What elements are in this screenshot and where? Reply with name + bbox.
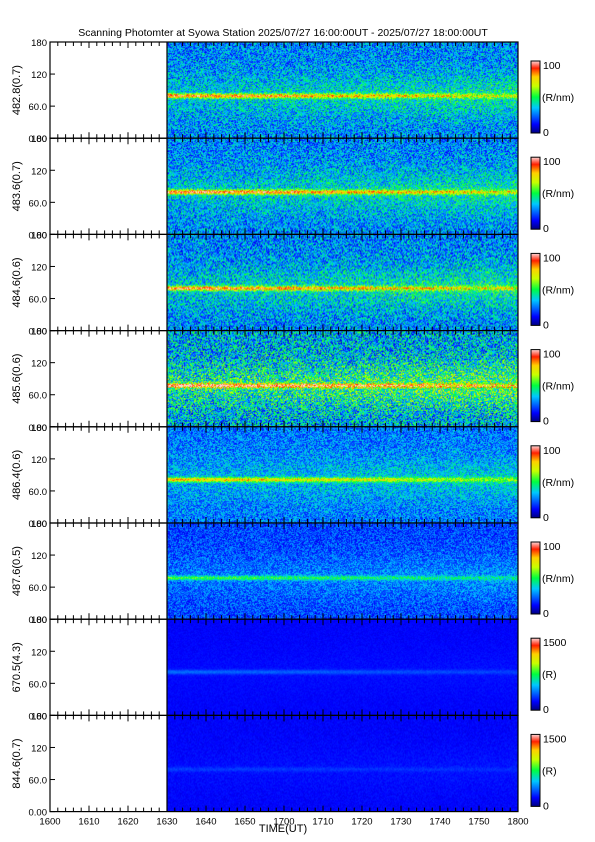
colorbar-unit-label: (R) (542, 669, 557, 681)
x-tick-label: 1730 (390, 817, 411, 828)
keogram-image (167, 427, 518, 523)
x-tick-label: 1630 (156, 817, 177, 828)
y-axis-label: 484.6(0.6) (11, 257, 23, 307)
colorbar-min-label: 0 (543, 608, 549, 620)
keogram-image (167, 234, 518, 330)
y-tick-label: 120 (31, 166, 47, 177)
colorbar-max-label: 100 (543, 252, 561, 264)
y-tick-label: 60.0 (29, 583, 48, 594)
colorbar-max-label: 100 (543, 349, 561, 361)
y-tick-label: 60.0 (29, 391, 48, 402)
colorbar-unit-label: (R/nm) (542, 92, 574, 104)
y-tick-label: 60.0 (29, 679, 48, 690)
y-tick-label: 180 (31, 327, 47, 338)
panel-7: 180 120 60.0 0.00 670.5(4.3) 1500 (R) 0 (11, 615, 567, 722)
colorbar-min-label: 0 (543, 512, 549, 524)
y-tick-label: 180 (31, 615, 47, 626)
colorbar-min-label: 0 (543, 223, 549, 235)
y-axis-label: 482.8(0.7) (11, 65, 23, 115)
y-axis-label: 670.5(4.3) (11, 642, 23, 692)
y-tick-label: 120 (31, 262, 47, 273)
y-tick-label: 180 (31, 423, 47, 434)
y-tick-label: 180 (31, 711, 47, 722)
x-tick-label: 1720 (351, 817, 372, 828)
x-tick-label: 1710 (312, 817, 333, 828)
panel-3: 180 120 60.0 0.00 484.6(0.6) 100 (R/nm) 0 (11, 230, 574, 337)
y-tick-label: 180 (31, 230, 47, 241)
colorbar-min-label: 0 (543, 800, 549, 812)
colorbar-unit-label: (R/nm) (542, 188, 574, 200)
panel-5: 180 120 60.0 0.00 486.4(0.6) 100 (R/nm) 0 (11, 423, 574, 530)
y-tick-label: 60.0 (29, 295, 48, 306)
x-tick-label: 1620 (117, 817, 138, 828)
colorbar-max-label: 100 (543, 60, 561, 72)
panel-2: 180 120 60.0 0.00 483.6(0.7) 100 (R/nm) 0 (11, 134, 574, 241)
colorbar-min-label: 0 (543, 319, 549, 331)
y-tick-label: 120 (31, 70, 47, 81)
x-tick-label: 1610 (78, 817, 99, 828)
y-tick-label: 120 (31, 743, 47, 754)
y-tick-label: 60.0 (29, 776, 48, 787)
y-tick-label: 60.0 (29, 487, 48, 498)
keogram-image (167, 138, 518, 234)
y-axis-label: 483.6(0.7) (11, 161, 23, 211)
panel-8: 180 120 60.0 0.00 844.6(0.7) 1500 (R) 0 (11, 711, 567, 818)
panel-4: 180 120 60.0 0.00 485.6(0.6) 100 (R/nm) 0 (11, 327, 574, 434)
colorbar-max-label: 100 (543, 156, 561, 168)
keogram-image (167, 42, 518, 138)
y-tick-label: 60.0 (29, 198, 48, 209)
y-tick-label: 120 (31, 647, 47, 658)
colorbar-min-label: 0 (543, 704, 549, 716)
y-tick-label: 120 (31, 551, 47, 562)
colorbar (531, 157, 540, 229)
y-tick-label: 180 (31, 134, 47, 145)
x-tick-label: 1750 (468, 817, 489, 828)
colorbar (531, 734, 540, 806)
colorbar (531, 638, 540, 710)
keogram-image (167, 523, 518, 619)
x-tick-label: 1800 (507, 817, 528, 828)
y-tick-label: 180 (31, 38, 47, 49)
colorbar (531, 542, 540, 614)
colorbar-max-label: 100 (543, 541, 561, 553)
y-axis-label: 844.6(0.7) (11, 738, 23, 788)
colorbar-min-label: 0 (543, 127, 549, 139)
keogram-image (167, 331, 518, 427)
colorbar (531, 253, 540, 325)
y-tick-label: 120 (31, 455, 47, 466)
colorbar-unit-label: (R/nm) (542, 284, 574, 296)
chart-title: Scanning Photomter at Syowa Station 2025… (78, 27, 488, 39)
colorbar-max-label: 1500 (543, 733, 567, 745)
x-axis-label: TIME(UT) (259, 823, 307, 835)
y-axis-label: 486.4(0.6) (11, 450, 23, 500)
colorbar-max-label: 1500 (543, 637, 567, 649)
x-tick-label: 1600 (39, 817, 60, 828)
x-tick-label: 1640 (195, 817, 216, 828)
y-tick-label: 60.0 (29, 102, 48, 113)
y-axis-label: 487.6(0.5) (11, 546, 23, 596)
panel-6: 180 120 60.0 0.00 487.6(0.5) 100 (R/nm) 0 (11, 519, 574, 626)
colorbar (531, 446, 540, 518)
colorbar-unit-label: (R/nm) (542, 477, 574, 489)
colorbar (531, 350, 540, 422)
colorbar-min-label: 0 (543, 416, 549, 428)
y-tick-label: 180 (31, 519, 47, 530)
colorbar-unit-label: (R) (542, 765, 557, 777)
keogram-image (167, 715, 518, 811)
keogram-image (167, 619, 518, 715)
x-tick-label: 1740 (429, 817, 450, 828)
panel-1: 180 120 60.0 0.00 482.8(0.7) 100 (R/nm) 0 (11, 38, 574, 145)
x-tick-label: 1650 (234, 817, 255, 828)
colorbar (531, 61, 540, 133)
y-tick-label: 120 (31, 359, 47, 370)
colorbar-max-label: 100 (543, 445, 561, 457)
colorbar-unit-label: (R/nm) (542, 381, 574, 393)
colorbar-unit-label: (R/nm) (542, 573, 574, 585)
y-axis-label: 485.6(0.6) (11, 354, 23, 404)
